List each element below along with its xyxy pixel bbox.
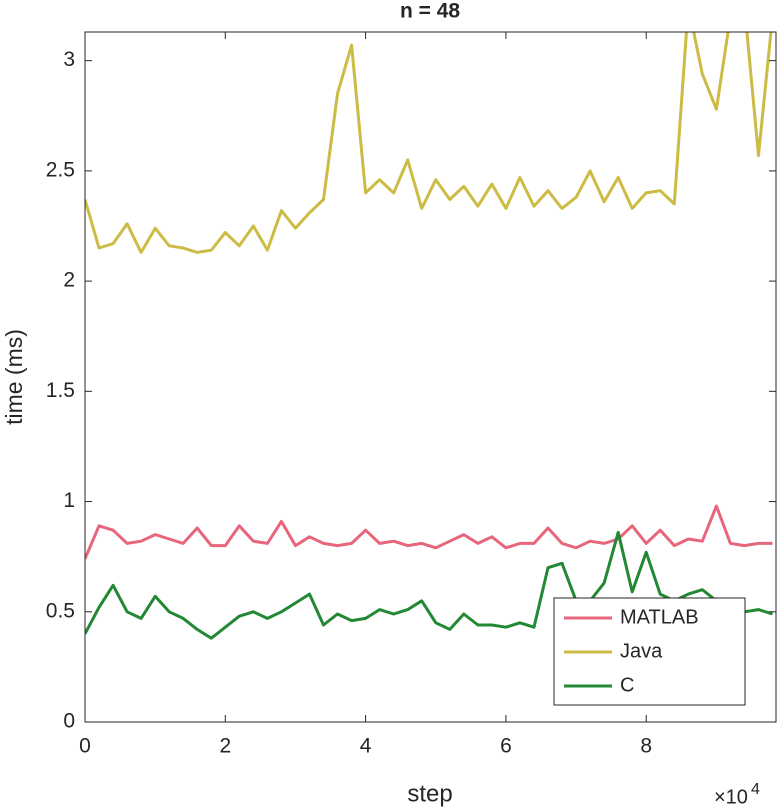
chart-title: n = 48 bbox=[400, 0, 460, 23]
series-line bbox=[85, 530, 773, 640]
y-tick-label: 2.5 bbox=[46, 158, 75, 181]
y-tick-label: 1.5 bbox=[46, 379, 75, 402]
x-tick-label: 4 bbox=[360, 735, 372, 758]
x-tick-label: 2 bbox=[219, 735, 231, 758]
y-tick-label: 3 bbox=[63, 48, 75, 71]
x-axis-label: step bbox=[407, 780, 452, 807]
y-tick-label: 1 bbox=[63, 489, 75, 512]
y-axis-label: time (ms) bbox=[1, 329, 27, 425]
lines bbox=[85, 32, 773, 640]
x-tick-label: 6 bbox=[500, 735, 512, 758]
ticks: 0 0.5 1 1.5 2 2.5 3 0 2 4 6 8 bbox=[46, 32, 776, 758]
legend-label: MATLAB bbox=[620, 606, 699, 628]
y-tick-label: 2 bbox=[63, 269, 75, 292]
x-tick-label: 8 bbox=[640, 735, 652, 758]
y-tick-label: 0.5 bbox=[46, 599, 75, 622]
series-line bbox=[85, 504, 773, 560]
axes-box bbox=[84, 31, 777, 723]
x-exponent: 4 bbox=[751, 781, 760, 798]
y-tick-label: 0 bbox=[63, 710, 75, 733]
series-line bbox=[85, 32, 773, 254]
legend-label: C bbox=[620, 674, 634, 696]
x-tick-label: 0 bbox=[79, 735, 91, 758]
x-exponent-base: ×10 bbox=[714, 786, 748, 808]
legend: MATLAB Java C bbox=[553, 597, 746, 706]
legend-label: Java bbox=[620, 640, 663, 662]
